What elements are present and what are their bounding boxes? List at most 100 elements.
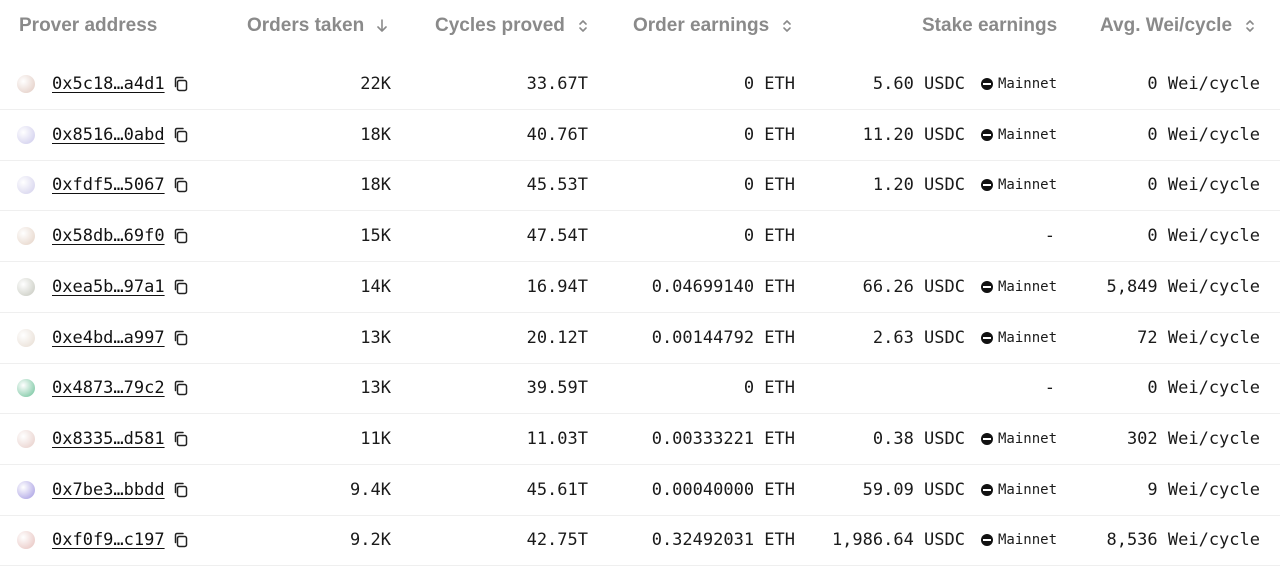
avatar	[17, 429, 35, 448]
orders-taken-value: 15K	[360, 226, 391, 247]
cycles-proved-value: 20.12T	[526, 327, 588, 348]
avatar	[17, 176, 35, 195]
prover-address-link[interactable]: 0x5c18…a4d1	[52, 74, 165, 94]
network-badge: Mainnet	[981, 414, 1057, 464]
mainnet-icon	[981, 331, 993, 344]
order-earnings-value: 0.00333221 ETH	[651, 428, 795, 449]
order-earnings-value: 0.04699140 ETH	[651, 276, 795, 297]
cycles-proved-value: 16.94T	[526, 276, 588, 297]
copy-icon[interactable]	[172, 176, 190, 194]
avg-wei-cycle-value: 302 Wei/cycle	[1126, 428, 1260, 449]
arrow-down-icon	[376, 16, 388, 36]
copy-icon[interactable]	[172, 75, 190, 93]
stake-earnings-value: 1.20 USDC	[872, 175, 965, 196]
table-row[interactable]: 0x7be3…bbdd 9.4K 45.61T 0.00040000 ETH 59.09…	[0, 465, 1280, 516]
avg-wei-cycle-value: 0 Wei/cycle	[1147, 378, 1260, 399]
avg-wei-cycle-value: 9 Wei/cycle	[1147, 479, 1260, 500]
order-earnings-value: 0 ETH	[743, 124, 795, 145]
avatar	[17, 277, 35, 296]
order-earnings-value: 0.32492031 ETH	[651, 530, 795, 551]
prover-address-link[interactable]: 0xfdf5…5067	[52, 175, 165, 196]
avg-wei-cycle-value: 8,536 Wei/cycle	[1106, 530, 1260, 551]
orders-taken-value: 18K	[360, 124, 391, 145]
network-label: Mainnet	[998, 430, 1058, 447]
sort-icon	[577, 16, 589, 36]
order-earnings-value: 0 ETH	[743, 74, 795, 94]
table-row[interactable]: 0xfdf5…5067 18K 45.53T 0 ETH 1.20 USDC Mainne…	[0, 160, 1280, 212]
order-earnings-value: 0 ETH	[743, 378, 795, 399]
copy-icon[interactable]	[172, 430, 190, 448]
avg-wei-cycle-value: 0 Wei/cycle	[1147, 226, 1260, 247]
header-prover-address: Prover address	[19, 15, 158, 36]
stake-earnings-value: 59.09 USDC	[862, 479, 965, 500]
cycles-proved-value: 33.67T	[526, 74, 588, 94]
table-row[interactable]: 0xea5b…97a1 14K 16.94T 0.04699140 ETH 66.26 …	[0, 262, 1280, 313]
network-badge: Mainnet	[981, 262, 1057, 312]
table-row[interactable]: 0x8516…0abd 18K 40.76T 0 ETH 11.20 USDC Mainn…	[0, 110, 1280, 161]
avatar	[17, 227, 35, 246]
prover-address-link[interactable]: 0x8516…0abd	[52, 124, 165, 145]
network-label: Mainnet	[998, 481, 1058, 498]
table-row[interactable]: 0xe4bd…a997 13K 20.12T 0.00144792 ETH 2.63 U…	[0, 313, 1280, 364]
network-label: Mainnet	[998, 177, 1058, 194]
header-order-earnings[interactable]: Order earnings	[633, 14, 793, 38]
prover-address-link[interactable]: 0x4873…79c2	[52, 378, 165, 399]
copy-icon[interactable]	[172, 278, 190, 296]
network-badge: Mainnet	[981, 110, 1057, 160]
avg-wei-cycle-value: 0 Wei/cycle	[1147, 124, 1260, 145]
order-earnings-value: 0 ETH	[743, 226, 795, 247]
table-row[interactable]: 0x8335…d581 11K 11.03T 0.00333221 ETH 0.38 U…	[0, 414, 1280, 465]
header-avg-wei-cycle[interactable]: Avg. Wei/cycle	[1100, 14, 1256, 38]
sort-icon	[781, 16, 793, 36]
network-badge: Mainnet	[981, 515, 1057, 565]
table-row[interactable]: 0x58db…69f0 15K 47.54T 0 ETH - 0 Wei/cycle	[0, 211, 1280, 263]
copy-icon[interactable]	[172, 126, 190, 144]
cycles-proved-value: 47.54T	[526, 226, 588, 247]
prover-address-link[interactable]: 0x58db…69f0	[52, 226, 165, 247]
table-row[interactable]: 0xf0f9…c197 9.2K 42.75T 0.32492031 ETH 1,986…	[0, 515, 1280, 567]
mainnet-icon	[981, 483, 993, 496]
orders-taken-value: 11K	[360, 428, 391, 449]
prover-address-link[interactable]: 0x8335…d581	[52, 428, 165, 449]
copy-icon[interactable]	[172, 531, 190, 549]
stake-earnings-value: 2.63 USDC	[872, 327, 965, 348]
orders-taken-value: 22K	[360, 74, 391, 94]
avg-wei-cycle-value: 5,849 Wei/cycle	[1106, 276, 1260, 297]
header-orders-taken[interactable]: Orders taken	[247, 14, 388, 38]
copy-icon[interactable]	[172, 329, 190, 347]
network-badge: Mainnet	[981, 313, 1057, 363]
table-row[interactable]: 0x5c18…a4d1 22K 33.67T 0 ETH 5.60 USDC Mainne…	[0, 59, 1280, 110]
network-badge: Mainnet	[981, 59, 1057, 109]
orders-taken-value: 13K	[360, 378, 391, 399]
mainnet-icon	[981, 280, 993, 293]
prover-address-link[interactable]: 0x7be3…bbdd	[52, 479, 165, 500]
cycles-proved-value: 39.59T	[526, 378, 588, 399]
orders-taken-value: 14K	[360, 276, 391, 297]
prover-address-link[interactable]: 0xea5b…97a1	[52, 276, 165, 297]
prover-address-link[interactable]: 0xe4bd…a997	[52, 327, 165, 348]
cycles-proved-value: 45.53T	[526, 175, 588, 196]
header-cycles-proved[interactable]: Cycles proved	[435, 14, 589, 38]
sort-icon	[1244, 16, 1256, 36]
copy-icon[interactable]	[172, 379, 190, 397]
network-label: Mainnet	[998, 278, 1058, 295]
copy-icon[interactable]	[172, 481, 190, 499]
mainnet-icon	[981, 128, 993, 141]
table-row[interactable]: 0x4873…79c2 13K 39.59T 0 ETH - 0 Wei/cycle	[0, 363, 1280, 415]
network-badge: Mainnet	[981, 160, 1057, 210]
mainnet-icon	[981, 179, 993, 192]
mainnet-icon	[981, 78, 993, 90]
prover-address-link[interactable]: 0xf0f9…c197	[52, 530, 165, 551]
copy-icon[interactable]	[172, 227, 190, 245]
stake-earnings-value: -	[1044, 226, 1055, 247]
stake-earnings-value: 5.60 USDC	[872, 74, 965, 94]
stake-earnings-value: 0.38 USDC	[872, 428, 965, 449]
header-stake-earnings: Stake earnings	[922, 15, 1058, 36]
mainnet-icon	[981, 432, 993, 445]
avg-wei-cycle-value: 0 Wei/cycle	[1147, 74, 1260, 94]
avg-wei-cycle-value: 0 Wei/cycle	[1147, 175, 1260, 196]
order-earnings-value: 0.00144792 ETH	[651, 327, 795, 348]
avg-wei-cycle-value: 72 Wei/cycle	[1137, 327, 1260, 348]
stake-earnings-value: 66.26 USDC	[862, 276, 965, 297]
